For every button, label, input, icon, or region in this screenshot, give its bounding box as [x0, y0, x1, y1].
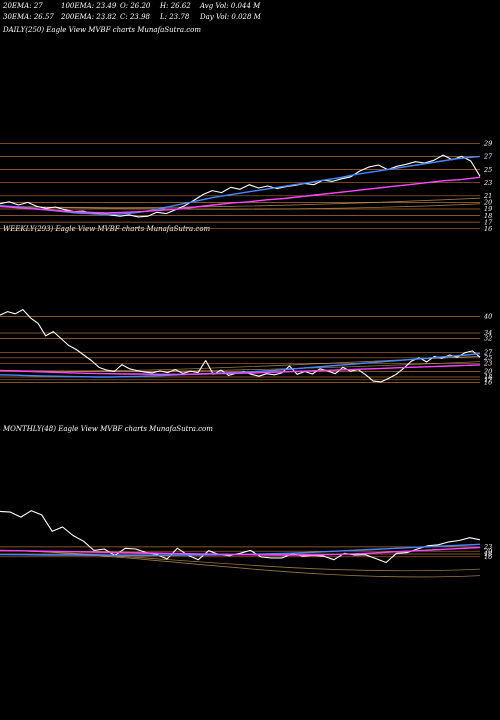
weekly-ytick-label: 40	[483, 313, 492, 321]
monthly-ytick-label: 18	[484, 550, 492, 558]
weekly-ytick-label: 32	[484, 335, 492, 343]
low-stat: L: 23.78	[160, 13, 190, 21]
stats-header: 20EMA: 27 100EMA: 23.49 O: 26.20 H: 26.6…	[0, 0, 500, 24]
weekly-ema-short-line	[0, 352, 481, 378]
monthly-ema-mid-line	[0, 550, 481, 572]
daily-ytick-label: 25	[483, 166, 492, 174]
close-stat: C: 23.98	[120, 13, 150, 21]
weekly-ytick-label: 27	[483, 348, 493, 356]
ema200-stat: 200EMA: 23.82	[61, 13, 117, 21]
weekly-ema-long-line	[0, 364, 481, 375]
daily-price-line	[0, 154, 481, 218]
weekly-ytick-label: 20	[483, 368, 492, 376]
monthly-ema-long-line	[0, 546, 481, 556]
daily-ytick-label: 27	[483, 153, 493, 161]
day-vol-stat: Day Vol: 0.028 M	[200, 13, 261, 21]
weekly-ytick-label: 25	[483, 354, 492, 362]
monthly-price-line	[0, 510, 481, 564]
monthly-chart-title: MONTHLY(48) Eagle View MVBF charts Munaf…	[3, 425, 213, 433]
weekly-ytick-label: 16	[484, 379, 492, 387]
daily-ytick-label: 29	[483, 140, 492, 148]
monthly-ytick-label: 23	[483, 543, 492, 551]
daily-ytick-label: 18	[484, 212, 492, 220]
daily-ema-mid-line	[0, 203, 481, 210]
daily-ema-long-line	[0, 176, 481, 214]
weekly-ytick-label: 18	[484, 373, 492, 381]
daily-ema-short-line	[0, 155, 481, 216]
weekly-ytick-label: 23	[483, 359, 492, 367]
daily-ema-mid-line	[0, 197, 481, 208]
weekly-ytick-label: 17	[484, 376, 493, 384]
daily-ytick-label: 17	[484, 218, 493, 226]
daily-ytick-label: 23	[483, 179, 492, 187]
daily-chart-title: DAILY(250) Eagle View MVBF charts Munafa…	[3, 26, 201, 34]
daily-ytick-label: 20	[483, 199, 492, 207]
ema100-stat: 100EMA: 23.49	[61, 2, 117, 10]
high-stat: H: 26.62	[160, 2, 191, 10]
open-stat: O: 26.20	[120, 2, 151, 10]
daily-ytick-label: 21	[483, 192, 492, 200]
ema30-stat: 30EMA: 26.57	[3, 13, 54, 21]
ema20-stat: 20EMA: 27	[3, 2, 43, 10]
monthly-ytick-label: 16	[484, 553, 492, 561]
weekly-ytick-label: 34	[484, 329, 492, 337]
daily-ytick-label: 16	[484, 225, 492, 233]
daily-ytick-label: 19	[484, 205, 492, 213]
avg-vol-stat: Avg Vol: 0.044 M	[200, 2, 261, 10]
monthly-ytick-label: 20	[483, 547, 492, 555]
